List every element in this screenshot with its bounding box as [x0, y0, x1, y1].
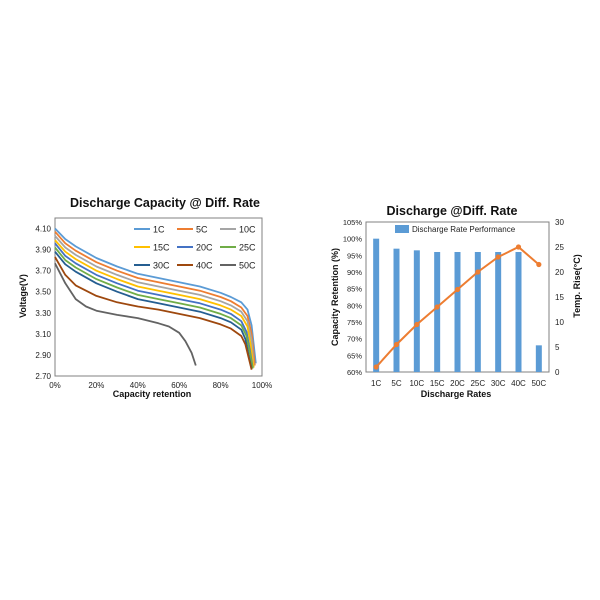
chart2-category-tick: 30C [491, 379, 506, 388]
temp-point-20c [454, 286, 461, 293]
chart2-y2-tick: 5 [555, 343, 560, 352]
chart1-x-tick: 100% [252, 381, 272, 390]
chart2-y2-tick: 0 [555, 368, 560, 377]
chart1-x-tick: 20% [88, 381, 104, 390]
chart2-y-tick-labels: 60% 65% 70% 75% 80% 85% 90% 95% 100% 105% [343, 218, 363, 377]
chart2-y-tick: 60% [347, 368, 362, 377]
legend-label-30c: 30C [153, 261, 170, 271]
chart2-y-tick: 100% [343, 235, 363, 244]
temp-point-30c [495, 254, 501, 260]
bar-50c [535, 345, 542, 372]
chart1-x-tick: 80% [213, 381, 229, 390]
chart2-y2-tick: 25 [555, 243, 564, 252]
legend-label-40c: 40C [196, 261, 213, 271]
temp-point-15c [434, 304, 440, 310]
bar-25c [474, 252, 481, 372]
chart1-y-tick: 4.10 [35, 225, 51, 234]
chart1-series-lines [54, 227, 257, 370]
chart1-x-tick: 60% [171, 381, 187, 390]
chart2-legend-swatch [395, 225, 409, 233]
chart1-y-tick: 3.70 [35, 267, 51, 276]
chart2-y-tick: 95% [347, 251, 362, 260]
series-line-25c [54, 246, 254, 369]
chart1-y-tick: 3.30 [35, 309, 51, 318]
chart1-y-tick: 2.70 [35, 372, 51, 381]
chart2-y2-tick: 15 [555, 293, 564, 302]
chart2-y-tick: 65% [347, 351, 362, 360]
chart2-legend: Discharge Rate Performance [395, 225, 516, 234]
temp-point-1c [373, 364, 379, 370]
bar-10c [413, 250, 420, 372]
chart2-category-tick: 40C [511, 379, 526, 388]
chart2-y2-tick: 10 [555, 318, 564, 327]
series-line-1c [54, 227, 257, 364]
chart1-plot-frame [54, 217, 263, 377]
temp-point-25c [475, 269, 481, 275]
bar-40c [515, 252, 522, 372]
bar-5c [393, 248, 400, 372]
chart1-y-tick: 3.90 [35, 246, 51, 255]
legend-label-20c: 20C [196, 243, 213, 253]
temp-point-10c [414, 321, 420, 328]
series-line-40c [54, 256, 253, 370]
chart1-legend: 1C 5C 10C 15C 20C 25C 30C 40C 50C [134, 225, 256, 271]
discharge-rate-chart: Discharge @Diff. Rate 60% 65% 70% 75% 80% 85%… [330, 204, 582, 399]
discharge-capacity-chart: Discharge Capacity @ Diff. Rate 2.70 2.90… [18, 196, 272, 399]
chart2-category-tick: 15C [430, 379, 445, 388]
chart1-x-tick: 40% [130, 381, 146, 390]
temp-point-5c [393, 341, 400, 348]
bar-20c [454, 252, 461, 372]
series-line-15c [54, 239, 255, 368]
temp-point-50c [536, 261, 542, 268]
series-line-10c [54, 235, 255, 367]
chart2-y-tick: 90% [347, 268, 362, 277]
chart2-y-tick: 75% [347, 318, 362, 327]
legend-label-5c: 5C [196, 225, 208, 235]
chart2-category-labels: 1C 5C 10C 15C 20C 25C 30C 40C 50C [371, 379, 546, 388]
chart2-y2-tick: 20 [555, 268, 564, 277]
chart1-y-tick: 3.50 [35, 288, 51, 297]
chart2-y-tick: 70% [347, 335, 362, 344]
chart1-x-tick: 0% [49, 381, 61, 390]
chart1-y-tick: 3.10 [35, 330, 51, 339]
legend-label-10c: 10C [239, 225, 256, 235]
chart2-category-tick: 5C [391, 379, 401, 388]
series-line-30c [54, 251, 253, 369]
chart2-y2-axis-label: Temp. Rise(°C) [572, 254, 582, 317]
chart2-temp-line [373, 244, 542, 370]
chart2-category-tick: 25C [470, 379, 485, 388]
chart2-y2-tick-labels: 0 5 10 15 20 25 30 [555, 218, 564, 377]
chart1-y-tick: 2.90 [35, 351, 51, 360]
chart1-y-axis-label: Voltage(V) [18, 274, 28, 318]
chart2-category-tick: 20C [450, 379, 465, 388]
chart1-title: Discharge Capacity @ Diff. Rate [70, 196, 260, 210]
series-line-5c [54, 231, 256, 366]
legend-label-15c: 15C [153, 243, 170, 253]
legend-label-25c: 25C [239, 243, 256, 253]
chart2-y-tick: 85% [347, 285, 362, 294]
legend-label-1c: 1C [153, 225, 165, 235]
chart2-bars [373, 238, 542, 372]
chart2-y-tick: 105% [343, 218, 363, 227]
bar-1c [373, 238, 380, 372]
chart2-y2-tick: 30 [555, 218, 564, 227]
chart2-title: Discharge @Diff. Rate [387, 204, 518, 218]
series-line-20c [54, 242, 254, 368]
chart1-x-axis-label: Capacity retention [113, 389, 192, 399]
chart2-y-tick: 80% [347, 301, 362, 310]
series-line-50c [54, 262, 197, 366]
bar-15c [434, 252, 441, 372]
chart2-legend-label: Discharge Rate Performance [412, 225, 516, 234]
chart2-category-tick: 10C [409, 379, 424, 388]
chart2-y-axis-label: Capacity Retention (%) [330, 248, 340, 346]
bar-30c [495, 252, 502, 372]
chart1-y-tick-labels: 2.70 2.90 3.10 3.30 3.50 3.70 3.90 4.10 [35, 225, 51, 381]
chart1-x-tick-labels: 0% 20% 40% 60% 80% 100% [49, 381, 272, 390]
chart2-category-tick: 1C [371, 379, 381, 388]
chart2-category-tick: 50C [531, 379, 546, 388]
legend-label-50c: 50C [239, 261, 256, 271]
chart2-x-axis-label: Discharge Rates [421, 389, 492, 399]
temp-point-40c [515, 244, 522, 250]
